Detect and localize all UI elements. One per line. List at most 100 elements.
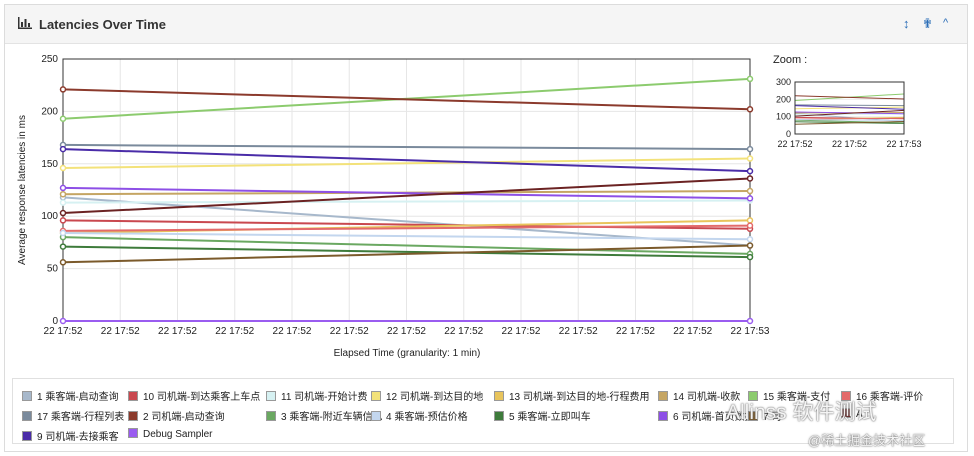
series-line-13[interactable] (62, 245, 751, 259)
chevron-up-icon[interactable]: ^ (943, 17, 949, 29)
y-tick-label: 150 (41, 159, 58, 170)
series-point-4-end[interactable] (746, 155, 754, 162)
legend-label: 10 司机端-到达乘客上车点 (143, 392, 261, 403)
series-line-17[interactable] (62, 148, 751, 173)
x-tick-label: 22 17:52 (616, 326, 655, 337)
legend-item[interactable]: 2 司机端-启动查询 (128, 408, 225, 423)
series-line-16[interactable] (62, 177, 751, 215)
latencies-panel: Latencies Over Time ↕ ✟ ^ (4, 4, 968, 452)
series-point-13-end[interactable] (746, 253, 754, 261)
series-point-10-start[interactable] (59, 86, 67, 93)
series-point-18-start[interactable] (59, 317, 67, 325)
legend-label: 7 司 (763, 412, 782, 423)
series-point-18-end[interactable] (746, 317, 754, 325)
zoom-series-line-9 (794, 104, 905, 107)
legend-swatch (266, 391, 276, 401)
series-line-14[interactable] (62, 186, 751, 200)
series-point-12-start[interactable] (59, 229, 67, 237)
series-point-10-end[interactable] (746, 106, 754, 113)
legend-label: 15 乘客端-支付 (763, 392, 831, 403)
legend-swatch (128, 411, 138, 421)
zoom-series-line-8 (794, 117, 905, 120)
x-tick-label: 22 17:52 (502, 326, 541, 337)
legend-label: 17 乘客端-行程列表 (37, 412, 125, 423)
legend-item[interactable]: 1 乘客端-启动查询 (22, 388, 119, 403)
zoom-series-line-16 (794, 109, 905, 117)
wrench-icon[interactable]: ✟ (922, 16, 933, 31)
legend-item[interactable]: 3 乘客端-附近车辆信息 (266, 408, 383, 423)
legend-swatch (371, 411, 381, 421)
legend-item[interactable]: 7 司 (748, 408, 781, 423)
series-point-4-start[interactable] (59, 164, 67, 172)
series-point-17-start[interactable] (59, 145, 67, 153)
zoom-x-tick: 22 17:53 (886, 139, 921, 149)
series-point-7-end[interactable] (746, 75, 754, 83)
legend-swatch (22, 431, 32, 441)
legend-item[interactable]: 9 司机端-去接乘客 (22, 428, 119, 443)
legend-label: 12 司机端-到达目的地 (386, 392, 484, 403)
legend-item[interactable]: 10 司机端-到达乘客上车点 (128, 388, 260, 403)
series-point-5-end[interactable] (746, 217, 754, 224)
legend-item[interactable]: 11 司机端-开始计费 (266, 388, 368, 403)
legend-swatch (748, 391, 758, 401)
legend-item[interactable]: 13 司机端-到达目的地-行程费用 (494, 388, 650, 403)
series-point-2-start[interactable] (59, 217, 67, 224)
series-line-10[interactable] (62, 88, 751, 111)
series-point-8-end[interactable] (746, 222, 754, 229)
series-line-12[interactable] (62, 231, 751, 241)
legend-item[interactable]: 12 司机端-到达目的地 (371, 388, 483, 403)
zoom-x-tick: 22 17:52 (777, 139, 812, 149)
legend-item[interactable]: 17 乘客端-行程列表 (22, 408, 124, 423)
series-point-14-end[interactable] (746, 195, 754, 202)
series-point-7-start[interactable] (59, 115, 67, 122)
zoom-border[interactable] (794, 81, 905, 135)
legend-item[interactable]: Debug Sampler (128, 428, 212, 440)
zoom-series-line-4 (794, 106, 905, 110)
series-line-15[interactable] (62, 244, 751, 264)
zoom-y-tick: 0 (786, 129, 791, 139)
chart-legend: 1 乘客端-启动查询 10 司机端-到达乘客上车点 11 司机端-开始计费 12 司机… (12, 378, 954, 444)
x-tick-label: 22 17:52 (559, 326, 598, 337)
series-point-15-start[interactable] (59, 259, 67, 266)
legend-swatch (748, 411, 758, 421)
zoom-label: Zoom : (773, 54, 807, 66)
legend-swatch (128, 391, 138, 401)
x-tick-label: 22 17:52 (444, 326, 483, 337)
legend-item[interactable]: A (841, 408, 863, 420)
resize-icon[interactable]: ↕ (903, 16, 910, 31)
legend-item[interactable]: 15 乘客端-支付 (748, 388, 830, 403)
series-point-17-end[interactable] (746, 167, 754, 175)
series-point-16-start[interactable] (59, 209, 67, 217)
series-point-6-start[interactable] (59, 190, 67, 198)
series-point-9-end[interactable] (746, 145, 754, 153)
series-point-3-start[interactable] (59, 199, 67, 206)
legend-swatch (371, 391, 381, 401)
series-point-12-end[interactable] (746, 236, 754, 243)
series-line-3[interactable] (62, 199, 751, 204)
series-line-9[interactable] (62, 143, 751, 151)
panel-header: Latencies Over Time ↕ ✟ ^ (5, 5, 967, 44)
series-point-13-start[interactable] (59, 243, 67, 250)
series-point-14-start[interactable] (59, 184, 67, 192)
series-line-11[interactable] (62, 236, 751, 255)
legend-item[interactable]: 14 司机端-收款 (658, 388, 740, 403)
legend-label: 3 乘客端-附近车辆信息 (281, 412, 383, 423)
legend-swatch (658, 411, 668, 421)
legend-swatch (266, 411, 276, 421)
series-line-8[interactable] (62, 224, 751, 232)
legend-item[interactable]: 4 乘客端-预估价格 (371, 408, 468, 423)
series-point-16-end[interactable] (746, 175, 754, 182)
legend-swatch (22, 411, 32, 421)
zoom-x-tick: 22 17:52 (832, 139, 867, 149)
legend-item[interactable]: 6 司机端-首页数据 (658, 408, 755, 423)
series-point-6-end[interactable] (746, 187, 754, 195)
legend-item[interactable]: 5 乘客端-立即叫车 (494, 408, 591, 423)
series-line-4[interactable] (62, 157, 751, 169)
legend-label: 4 乘客端-预估价格 (386, 412, 468, 423)
series-point-15-end[interactable] (746, 242, 754, 249)
zoom-y-tick: 100 (776, 112, 791, 122)
legend-item[interactable]: 16 乘客端-评价 (841, 388, 923, 403)
latency-chart[interactable]: 0 50 100 150 200 250 22 17:52 22 17:52 22 17:52 2… (0, 0, 974, 370)
x-tick-label: 22 17:52 (215, 326, 254, 337)
legend-label: 9 司机端-去接乘客 (37, 432, 119, 443)
